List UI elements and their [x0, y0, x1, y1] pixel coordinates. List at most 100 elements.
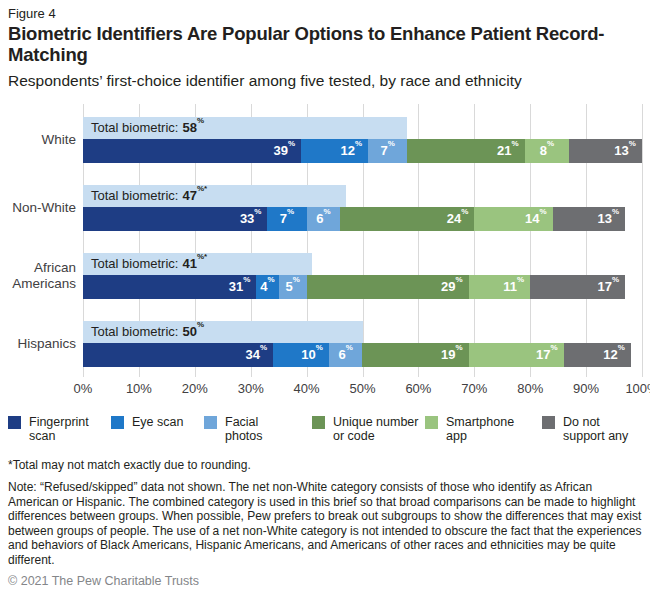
total-value: 50%: [182, 324, 204, 339]
segment-facial-photos: 7%: [368, 139, 407, 163]
segment-value: 6%: [316, 211, 330, 226]
legend-item-facial-photos: Facial photos: [204, 415, 312, 445]
segment-unique-number-or-code: 21%: [407, 139, 524, 163]
copyright: © 2021 The Pew Charitable Trusts: [8, 574, 642, 588]
figure-page: Figure 4 Biometric Identifiers Are Popul…: [0, 0, 650, 603]
percent-sign: %: [618, 343, 625, 352]
segment-value: 6%: [339, 347, 353, 362]
total-value: 41%*: [182, 256, 207, 271]
x-axis-tick: 90%: [573, 381, 599, 396]
legend-item-eye-scan: Eye scan: [111, 415, 204, 445]
bar-row: Total biometric:41%* 31% 4% 5% 29% 11% 17%: [83, 253, 642, 299]
legend-label: Smartphone app: [446, 415, 526, 445]
percent-sign: %: [316, 343, 323, 352]
legend-swatch: [111, 416, 124, 429]
chart-subtitle: Respondents’ first-choice identifier amo…: [8, 72, 642, 90]
plot-area: Total biometric:58%39%12%7%21%8%13%Total…: [83, 104, 642, 377]
x-axis-tick: 60%: [405, 381, 431, 396]
figure-label: Figure 4: [8, 6, 642, 21]
segment-eye-scan: 10%: [273, 343, 329, 367]
legend-swatch: [204, 416, 217, 429]
legend-item-fingerprint-scan: Fingerprint scan: [8, 415, 111, 445]
percent-sign: %: [323, 207, 330, 216]
segment-unique-number-or-code: 24%: [340, 207, 474, 231]
percent-sign: %: [547, 139, 554, 148]
category-label-hispanics: Hispanics: [17, 321, 76, 367]
bar-row: Total biometric:47%*33%7%6%24%14%13%: [83, 185, 642, 231]
segment-value: 17%: [536, 347, 558, 362]
percent-sign: %: [629, 139, 636, 148]
segment-value: 7%: [380, 143, 394, 158]
stacked-bar: 33%7%6%24%14%13%: [83, 207, 642, 231]
category-axis: WhiteNon-WhiteAfrican AmericansHispanics: [8, 104, 76, 377]
segment-value: 11%: [503, 279, 524, 294]
segment-fingerprint-scan: 39%: [83, 139, 301, 163]
percent-sign: %: [461, 207, 468, 216]
segment-value: 34%: [245, 347, 267, 362]
bar-row: Total biometric:58%39%12%7%21%8%13%: [83, 117, 642, 163]
legend-swatch: [8, 416, 21, 429]
percent-sign: %: [287, 207, 294, 216]
segment-value: 13%: [614, 143, 636, 158]
total-biometric-band: Total biometric:50%: [83, 321, 363, 343]
segment-value: 29%: [441, 279, 463, 294]
segment-value: 4%: [260, 279, 274, 294]
x-axis-tick: 0%: [74, 381, 93, 396]
total-biometric-band: Total biometric:41%*: [83, 253, 312, 275]
total-biometric-band: Total biometric:58%: [83, 117, 407, 139]
segment-smartphone-app: 17%: [469, 343, 564, 367]
segment-facial-photos: 5%: [279, 275, 307, 299]
segment-value: 10%: [301, 347, 323, 362]
segment-eye-scan: 4%: [256, 275, 278, 299]
percent-sign: %: [539, 207, 546, 216]
percent-sign: %: [260, 343, 267, 352]
total-biometric-band: Total biometric:47%*: [83, 185, 346, 207]
percent-sign: %: [254, 207, 261, 216]
bar-row: Total biometric:50% 34% 10% 6% 19% 17% 12%: [83, 321, 642, 367]
legend-swatch: [425, 416, 438, 429]
category-label-non-white: Non-White: [12, 185, 76, 231]
footnote: *Total may not match exactly due to roun…: [8, 458, 642, 472]
stacked-bar: 34% 10% 6% 19% 17% 12%: [83, 343, 642, 367]
segment-do-not-support-any: 17%: [530, 275, 625, 299]
segment-do-not-support-any: 12%: [564, 343, 631, 367]
segment-facial-photos: 6%: [307, 207, 341, 231]
segment-value: 21%: [497, 143, 519, 158]
percent-sign: %: [551, 343, 558, 352]
percent-sign: %: [612, 207, 619, 216]
percent-sign: %: [243, 275, 250, 284]
x-axis-tick: 70%: [461, 381, 487, 396]
x-axis-tick: 30%: [238, 381, 264, 396]
percent-sign: %*: [197, 184, 207, 193]
x-axis-tick: 100%: [625, 381, 650, 396]
stacked-bar: 39%12%7%21%8%13%: [83, 139, 642, 163]
percent-sign: %: [456, 275, 463, 284]
percent-sign: %: [517, 275, 524, 284]
segment-eye-scan: 12%: [301, 139, 368, 163]
segment-value: 12%: [340, 143, 362, 158]
segment-fingerprint-scan: 34%: [83, 343, 273, 367]
x-axis: 0%10%20%30%40%50%60%70%80%90%100%: [83, 381, 642, 401]
percent-sign: %: [456, 343, 463, 352]
segment-value: 5%: [285, 279, 299, 294]
segment-value: 14%: [525, 211, 547, 226]
segment-unique-number-or-code: 29%: [307, 275, 469, 299]
legend-swatch: [542, 416, 555, 429]
percent-sign: %: [612, 275, 619, 284]
percent-sign: %: [197, 320, 204, 329]
percent-sign: %: [288, 139, 295, 148]
segment-value: 33%: [240, 211, 262, 226]
percent-sign: %: [293, 275, 300, 284]
segment-unique-number-or-code: 19%: [362, 343, 468, 367]
segment-value: 17%: [598, 279, 620, 294]
segment-smartphone-app: 14%: [474, 207, 552, 231]
x-axis-tick: 10%: [126, 381, 152, 396]
percent-sign: %: [268, 275, 275, 284]
percent-sign: %: [197, 116, 204, 125]
segment-value: 31%: [229, 279, 251, 294]
x-axis-tick: 50%: [349, 381, 375, 396]
category-label-white: White: [41, 117, 76, 163]
segment-do-not-support-any: 13%: [569, 139, 642, 163]
segment-do-not-support-any: 13%: [553, 207, 626, 231]
chart-title: Biometric Identifiers Are Popular Option…: [8, 24, 608, 66]
